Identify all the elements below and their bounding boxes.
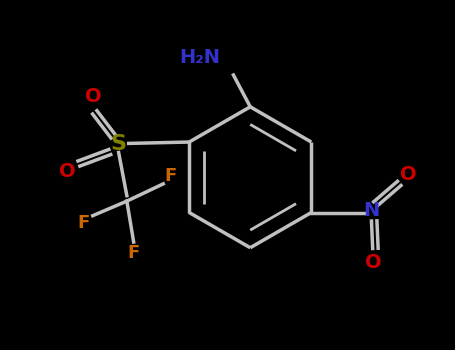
Text: O: O — [85, 87, 102, 106]
Text: N: N — [363, 201, 379, 220]
Text: S: S — [111, 134, 126, 154]
Text: O: O — [400, 165, 417, 184]
Text: F: F — [165, 167, 177, 185]
Text: F: F — [77, 214, 90, 232]
Text: O: O — [59, 162, 76, 181]
Text: F: F — [127, 244, 140, 262]
Text: H₂N: H₂N — [179, 48, 220, 67]
Text: O: O — [365, 253, 382, 272]
